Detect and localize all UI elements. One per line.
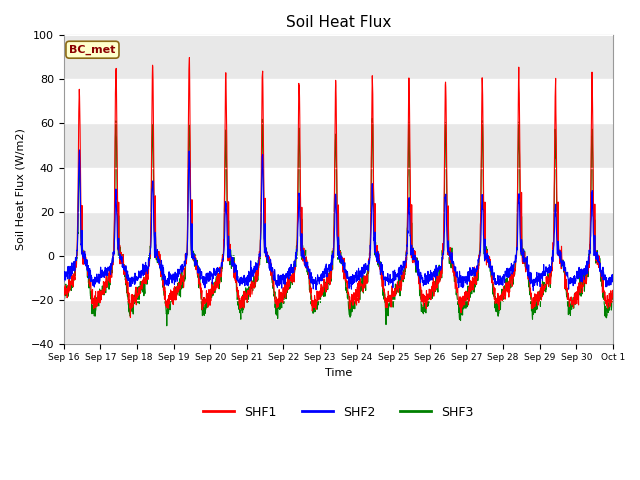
SHF2 xyxy=(213,270,221,276)
Y-axis label: Soil Heat Flux (W/m2): Soil Heat Flux (W/m2) xyxy=(15,129,25,251)
SHF1 xyxy=(576,282,584,288)
Legend: SHF1, SHF2, SHF3: SHF1, SHF2, SHF3 xyxy=(198,401,479,424)
Line: SHF2: SHF2 xyxy=(64,150,613,290)
Line: SHF1: SHF1 xyxy=(64,58,613,318)
SHF3 xyxy=(367,247,374,253)
SHF3 xyxy=(561,274,569,280)
SHF2 xyxy=(609,276,617,282)
SHF2 xyxy=(76,147,83,153)
SHF2 xyxy=(561,268,569,274)
SHF1 xyxy=(355,290,362,296)
SHF1 xyxy=(60,290,68,296)
SHF3 xyxy=(355,292,362,298)
SHF1 xyxy=(214,278,221,284)
X-axis label: Time: Time xyxy=(324,368,352,378)
Title: Soil Heat Flux: Soil Heat Flux xyxy=(285,15,391,30)
SHF3 xyxy=(369,116,376,121)
SHF1 xyxy=(561,269,569,275)
SHF3 xyxy=(499,294,506,300)
SHF2 xyxy=(367,242,374,248)
SHF3 xyxy=(609,292,617,298)
SHF2 xyxy=(576,270,584,276)
SHF3 xyxy=(163,323,171,329)
Bar xyxy=(64,36,613,79)
SHF2 xyxy=(355,270,362,276)
SHF2 xyxy=(60,278,68,284)
SHF2 xyxy=(529,288,537,293)
SHF3 xyxy=(576,274,584,279)
SHF1 xyxy=(609,290,617,296)
SHF1 xyxy=(499,298,506,303)
Bar xyxy=(64,123,613,168)
SHF1 xyxy=(186,55,193,60)
Bar xyxy=(64,300,613,344)
SHF1 xyxy=(127,315,134,321)
SHF3 xyxy=(213,274,221,279)
SHF3 xyxy=(60,292,68,298)
Text: BC_met: BC_met xyxy=(69,45,116,55)
SHF2 xyxy=(498,278,506,284)
Bar xyxy=(64,212,613,256)
SHF1 xyxy=(367,234,374,240)
Line: SHF3: SHF3 xyxy=(64,119,613,326)
